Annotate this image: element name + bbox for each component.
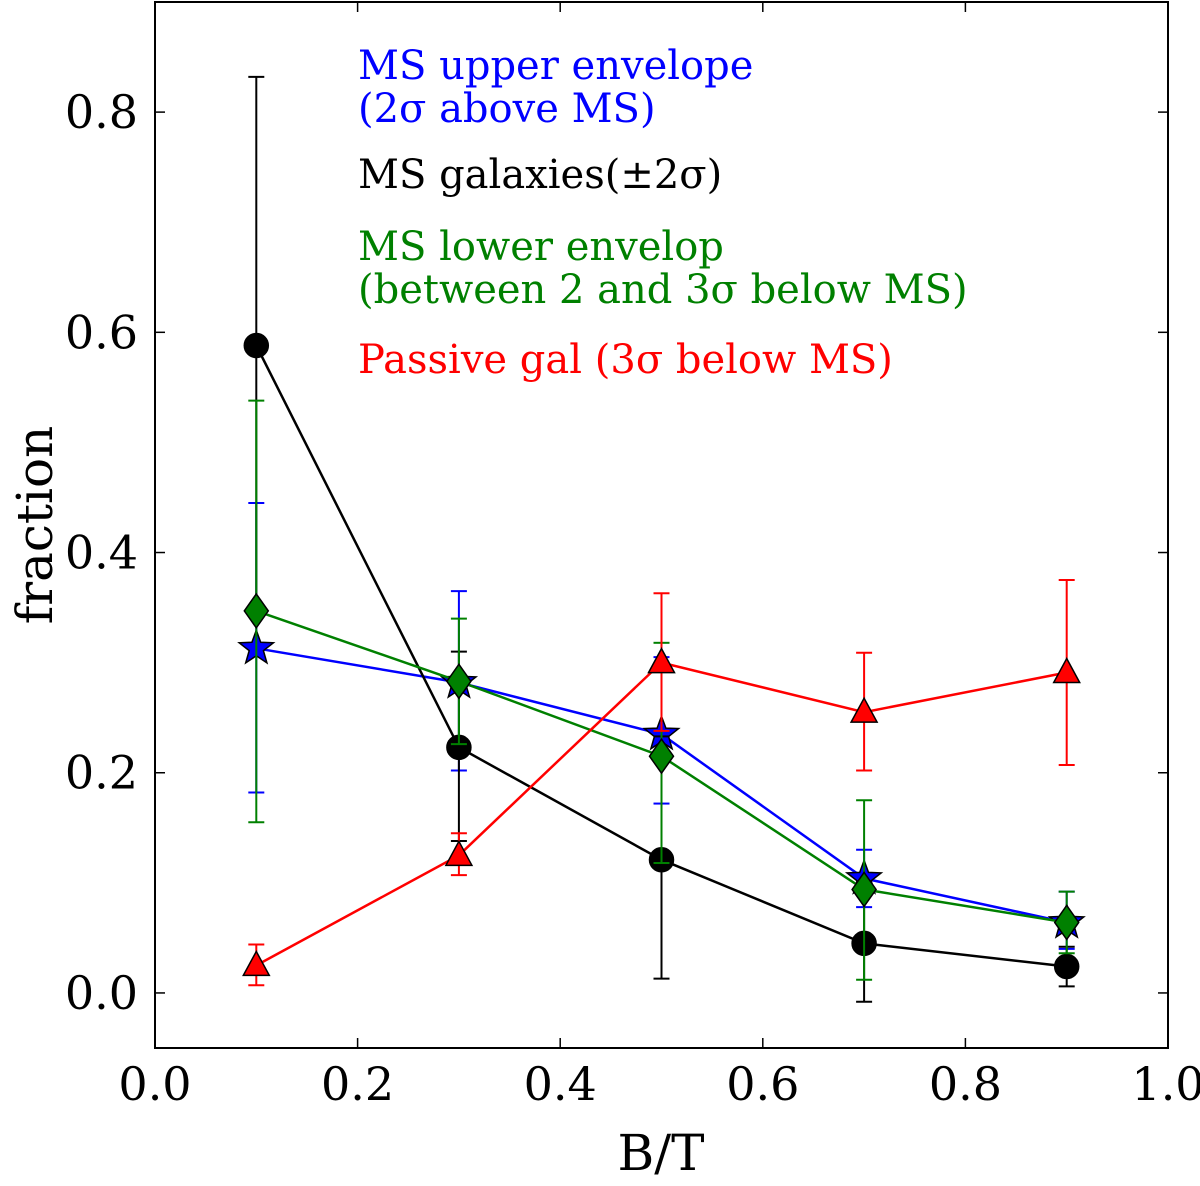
x-tick-label: 0.4	[524, 1057, 597, 1111]
data-point-diamond	[648, 737, 675, 775]
data-point-triangle	[849, 696, 879, 723]
legend-label: MS upper envelope	[358, 43, 753, 89]
x-tick-label: 0.2	[321, 1057, 394, 1111]
legend-label: (between 2 and 3σ below MS)	[358, 267, 968, 313]
data-point-triangle	[444, 839, 474, 867]
legend-label: MS lower envelop	[358, 224, 724, 270]
series-diamond	[243, 399, 1080, 981]
x-tick-label: 1.0	[1131, 1057, 1200, 1111]
y-axis-title: fraction	[6, 426, 64, 625]
data-point-triangle	[647, 647, 676, 674]
legend-label: MS galaxies(±2σ)	[358, 152, 722, 198]
data-point-circle	[243, 332, 270, 359]
data-point-circle	[1053, 953, 1080, 980]
data-point-diamond	[851, 871, 878, 908]
data-point-triangle	[242, 949, 271, 977]
legend-label: (2σ above MS)	[358, 86, 656, 132]
y-tick-label: 0.0	[65, 966, 138, 1020]
legend: MS upper envelope(2σ above MS) MS galaxie…	[358, 43, 968, 383]
y-tick-label: 0.2	[65, 746, 138, 800]
y-tick-label: 0.6	[65, 305, 138, 359]
x-tick-label: 0.6	[726, 1057, 799, 1111]
legend-label: Passive gal (3σ below MS)	[358, 337, 893, 383]
x-tick-label: 0.8	[929, 1057, 1002, 1111]
data-point-triangle	[1052, 656, 1081, 684]
series-layer	[237, 75, 1086, 1003]
data-point-diamond	[243, 592, 270, 630]
x-tick-label: 0.0	[118, 1057, 191, 1111]
ticks-layer: 0.0 0.2 0.4 0.6 0.8 1.0 0.0 0.2 0.4 0.6 0.8	[65, 2, 1200, 1111]
y-tick-label: 0.4	[65, 526, 138, 580]
x-axis-title: B/T	[618, 1124, 705, 1182]
data-point-diamond	[1053, 904, 1080, 941]
y-tick-label: 0.8	[65, 85, 138, 139]
series-triangle	[242, 579, 1081, 987]
plot-frame	[154, 1, 1169, 1049]
data-point-diamond	[445, 663, 472, 700]
